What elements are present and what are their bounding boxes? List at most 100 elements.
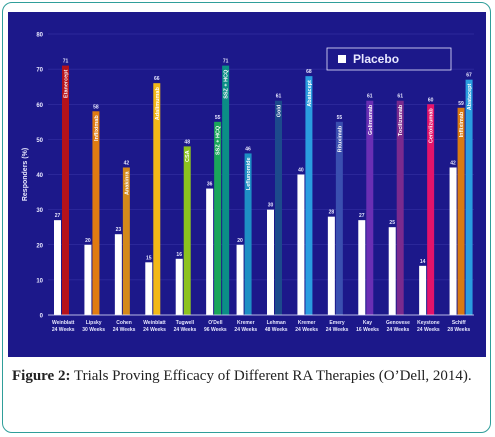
data-label: 68 bbox=[306, 69, 312, 75]
treatment-bar bbox=[153, 83, 161, 315]
treatment-bar bbox=[92, 111, 100, 316]
data-label: 46 bbox=[245, 146, 251, 152]
treatment-label: SSZ + HCQ bbox=[216, 125, 222, 155]
x-tick-label: Keystone bbox=[417, 320, 440, 326]
data-label: 55 bbox=[337, 115, 343, 121]
treatment-bar bbox=[244, 153, 252, 315]
x-tick-sublabel: 28 Weeks bbox=[447, 327, 470, 333]
treatment-label: Rituximab bbox=[337, 125, 343, 152]
treatment-label: Certolizumab bbox=[429, 108, 435, 143]
treatment-label: Tocilizumab bbox=[398, 104, 404, 136]
y-axis-label: Responders (%) bbox=[22, 148, 29, 201]
treatment-label: SSZ + HCQ bbox=[224, 69, 230, 99]
placebo-bar bbox=[175, 258, 183, 315]
data-label: 71 bbox=[223, 59, 229, 65]
x-tick-label: O'Dell bbox=[208, 320, 223, 326]
data-label: 60 bbox=[428, 97, 434, 103]
data-label: 28 bbox=[329, 210, 335, 216]
caption-text: Trials Proving Efficacy of Different RA … bbox=[73, 368, 472, 384]
placebo-bar bbox=[145, 262, 153, 315]
placebo-bar bbox=[419, 265, 427, 315]
treatment-label: Anakinra bbox=[124, 171, 130, 195]
x-tick-sublabel: 24 Weeks bbox=[417, 327, 440, 333]
treatment-bar bbox=[457, 107, 465, 315]
caption-label: Figure 2: bbox=[12, 368, 71, 384]
treatment-bar bbox=[335, 121, 343, 315]
treatment-label: Abatacept bbox=[467, 83, 473, 110]
treatment-bar bbox=[62, 65, 69, 315]
data-label: 15 bbox=[146, 255, 152, 261]
treatment-label: Adalimumab bbox=[155, 87, 161, 121]
legend-swatch bbox=[338, 55, 346, 63]
data-label: 16 bbox=[176, 252, 182, 258]
y-tick-label: 70 bbox=[36, 68, 43, 74]
x-tick-sublabel: 24 Weeks bbox=[52, 327, 75, 333]
data-label: 66 bbox=[154, 76, 160, 82]
x-tick-sublabel: 30 Weeks bbox=[82, 327, 105, 333]
x-tick-label: Kremer bbox=[298, 320, 316, 326]
y-tick-label: 20 bbox=[36, 243, 43, 249]
legend-label: Placebo bbox=[353, 52, 399, 66]
x-tick-label: Cohen bbox=[116, 320, 132, 326]
x-tick-label: Weinblatt bbox=[143, 320, 166, 326]
treatment-bar bbox=[122, 167, 130, 315]
x-tick-label: Weinblatt bbox=[52, 320, 75, 326]
y-tick-label: 60 bbox=[36, 103, 43, 109]
y-tick-label: 50 bbox=[36, 138, 43, 144]
x-tick-label: Kremer bbox=[237, 320, 255, 326]
x-tick-label: Lipsky bbox=[86, 320, 102, 326]
data-label: 27 bbox=[55, 213, 61, 219]
data-label: 42 bbox=[124, 160, 130, 166]
data-label: 20 bbox=[237, 238, 243, 244]
treatment-bar bbox=[183, 146, 191, 315]
legend-box bbox=[326, 47, 452, 71]
data-label: 36 bbox=[207, 182, 213, 188]
data-label: 48 bbox=[184, 139, 190, 145]
data-label: 30 bbox=[268, 203, 274, 209]
treatment-label: Golimumab bbox=[368, 104, 374, 135]
figure-caption: Figure 2: Trials Proving Efficacy of Dif… bbox=[12, 366, 482, 387]
placebo-bar bbox=[449, 167, 457, 315]
treatment-bar bbox=[222, 65, 230, 315]
bar-chart: 0 10 20 30 40 50 60 70 80 Responders (%) 27 71 Etane… bbox=[8, 12, 486, 357]
treatment-bar bbox=[275, 100, 282, 315]
data-label: 71 bbox=[63, 59, 69, 65]
data-label: 42 bbox=[450, 160, 456, 166]
x-tick-label: Lehman bbox=[267, 320, 286, 326]
x-tick-sublabel: 96 Weeks bbox=[204, 327, 227, 333]
y-tick-label: 30 bbox=[36, 208, 43, 214]
x-tick-sublabel: 24 Weeks bbox=[174, 327, 197, 333]
y-tick-label: 40 bbox=[36, 173, 43, 179]
placebo-bar bbox=[84, 244, 92, 315]
data-label: 67 bbox=[466, 73, 472, 79]
treatment-label: Abatacept bbox=[307, 80, 313, 107]
treatment-label: Etanercept bbox=[64, 69, 70, 98]
data-label: 23 bbox=[116, 227, 122, 233]
placebo-bar bbox=[297, 174, 305, 315]
placebo-bar bbox=[267, 209, 274, 315]
treatment-bar bbox=[427, 104, 435, 315]
data-label: 55 bbox=[215, 115, 221, 121]
y-tick-label: 10 bbox=[36, 278, 43, 284]
data-label: 59 bbox=[458, 101, 464, 107]
placebo-bar bbox=[388, 227, 396, 315]
treatment-label: Infliximab bbox=[94, 115, 100, 141]
x-tick-label: Kay bbox=[363, 320, 372, 326]
x-tick-sublabel: 24 Weeks bbox=[234, 327, 257, 333]
x-tick-label: Genovese bbox=[386, 320, 410, 326]
chart-container: 0 10 20 30 40 50 60 70 80 Responders (%) 27 71 Etane… bbox=[8, 12, 486, 357]
x-tick-sublabel: 24 Weeks bbox=[387, 327, 410, 333]
treatment-bar bbox=[465, 79, 473, 315]
figure-frame bbox=[2, 2, 491, 433]
data-label: 61 bbox=[276, 94, 282, 100]
x-tick-sublabel: 16 Weeks bbox=[356, 327, 379, 333]
placebo-bar bbox=[236, 244, 244, 315]
x-tick-sublabel: 48 Weeks bbox=[265, 327, 288, 333]
x-tick-label: Tugwell bbox=[176, 320, 195, 326]
y-tick-label: 0 bbox=[40, 314, 44, 320]
data-label: 61 bbox=[367, 94, 373, 100]
data-label: 58 bbox=[93, 104, 99, 110]
y-tick-label: 80 bbox=[36, 33, 43, 39]
data-label: 20 bbox=[85, 238, 91, 244]
x-tick-sublabel: 24 Weeks bbox=[113, 327, 136, 333]
